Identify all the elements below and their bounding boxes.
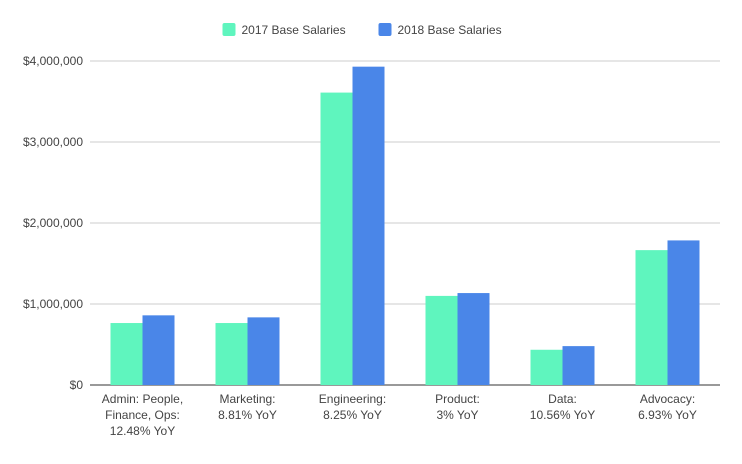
x-tick-label: Admin: People,	[102, 392, 183, 406]
y-tick-label: $4,000,000	[23, 54, 83, 68]
x-tick-label: 3% YoY	[436, 408, 478, 422]
x-tick-label: 8.81% YoY	[218, 408, 277, 422]
y-tick-label: $1,000,000	[23, 297, 83, 311]
bar	[142, 315, 175, 385]
y-axis: $0 $1,000,000 $2,000,000 $3,000,000 $4,000,0…	[23, 54, 83, 392]
legend-swatch	[222, 23, 236, 36]
legend-label: 2018 Base Salaries	[398, 23, 502, 37]
bar	[425, 295, 458, 385]
x-tick-label: 10.56% YoY	[530, 408, 595, 422]
bars	[110, 66, 700, 386]
x-tick-label: 6.93% YoY	[638, 408, 697, 422]
legend: 2017 Base Salaries 2018 Base Salaries	[222, 23, 502, 37]
x-tick-label: Product:	[435, 392, 480, 406]
x-tick-label: 8.25% YoY	[323, 408, 382, 422]
bar	[215, 323, 248, 385]
x-tick-label: 12.48% YoY	[110, 424, 175, 438]
legend-swatch	[378, 23, 392, 36]
x-tick-label: Advocacy:	[640, 392, 695, 406]
bar	[667, 240, 700, 385]
x-tick-label: Data:	[548, 392, 577, 406]
y-tick-label: $3,000,000	[23, 135, 83, 149]
bar	[247, 317, 280, 385]
bar	[562, 346, 595, 385]
y-tick-label: $0	[70, 378, 84, 392]
bar	[352, 66, 385, 386]
bar	[110, 323, 143, 385]
bar	[530, 349, 563, 385]
y-tick-label: $2,000,000	[23, 216, 83, 230]
x-tick-label: Marketing:	[219, 392, 275, 406]
bar	[457, 293, 490, 385]
x-axis: Admin: People, Finance, Ops: 12.48% YoY Mar…	[102, 392, 697, 438]
bar	[320, 92, 353, 385]
gridlines	[90, 60, 720, 386]
legend-label: 2017 Base Salaries	[242, 23, 346, 37]
x-tick-label: Finance, Ops:	[105, 408, 180, 422]
bar	[635, 250, 668, 385]
x-tick-label: Engineering:	[319, 392, 386, 406]
